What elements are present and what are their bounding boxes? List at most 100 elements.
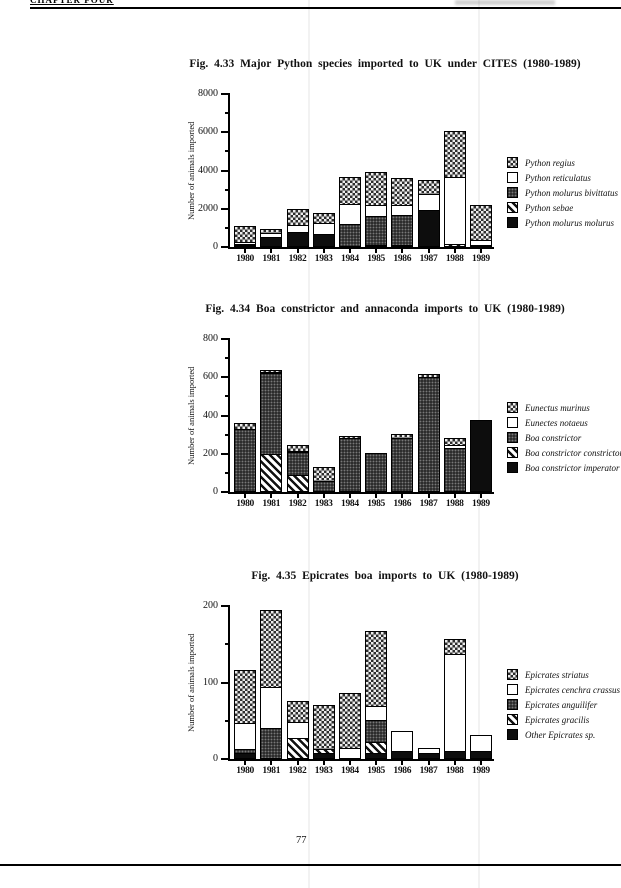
x-axis-ticks	[230, 249, 494, 255]
x-tick-slot	[232, 494, 258, 500]
bar-segment	[338, 224, 361, 247]
y-axis-major-tick	[221, 681, 230, 684]
y-axis-minor-tick	[225, 433, 230, 436]
x-axis-tick-label: 1987	[419, 254, 438, 264]
x-axis-tick-label: 1982	[288, 254, 307, 264]
x-tick-slot	[468, 761, 494, 767]
x-axis-tick-label: 1980	[236, 254, 254, 264]
bar-1981	[260, 228, 283, 247]
bar-1986	[391, 730, 414, 759]
legend-swatch-black	[507, 729, 518, 740]
x-axis-tick	[479, 761, 482, 765]
bar-segment	[417, 180, 440, 195]
legend-label: Epicrates cenchra crassus	[525, 684, 620, 695]
x-axis-tick	[401, 249, 404, 253]
legend-label: Python molurus bivittatus	[525, 187, 618, 198]
bar-segment	[338, 693, 361, 749]
legend-item: Eunectus murinus	[507, 400, 621, 415]
x-axis-tick-label: 1986	[393, 499, 412, 509]
y-axis-major-tick	[221, 605, 230, 607]
legend-swatch-checker	[507, 157, 518, 168]
x-axis-tick-label: 1988	[445, 766, 464, 776]
bar-segment	[260, 237, 283, 247]
x-axis-tick	[322, 494, 325, 498]
x-axis-tick-label: 1988	[445, 254, 464, 264]
bar-1983	[312, 212, 335, 247]
figure-4-35: Fig. 4.35 Epicrates boa imports to UK (1…	[0, 570, 621, 810]
bar-segment	[391, 437, 414, 492]
bar-segment	[469, 205, 492, 242]
bar-segment	[234, 722, 257, 750]
legend-label: Epicrates anguilifer	[525, 699, 598, 710]
x-tick-slot	[363, 249, 389, 255]
x-tick-slot	[442, 249, 468, 255]
bar-segment	[469, 244, 492, 247]
legend-item: Python regius	[507, 155, 618, 170]
footer-rule	[0, 864, 621, 866]
bar-1980	[234, 670, 257, 759]
x-axis-labels: 1980 1981 1982 1983 1984 1985 1986 1987 1988 1989	[230, 766, 494, 776]
bar-segment	[365, 706, 388, 722]
x-axis-tick	[375, 494, 378, 498]
bar-slot	[363, 94, 389, 247]
x-tick-slot	[415, 249, 441, 255]
figure-title: Fig. 4.33 Major Python species imported …	[189, 58, 581, 70]
bar-slot	[468, 94, 494, 247]
bar-slot	[284, 339, 310, 492]
bar-slot	[232, 606, 258, 759]
bars-area	[230, 606, 494, 759]
bar-slot	[284, 606, 310, 759]
bar-segment	[443, 638, 466, 656]
bar-segment	[338, 177, 361, 206]
bar-1986	[391, 177, 414, 247]
y-axis-minor-tick	[225, 643, 230, 646]
plot-area: Number of animals imported 1980 1981 1982 1…	[186, 89, 494, 264]
legend-swatch-white	[507, 417, 518, 428]
bars-area	[230, 94, 494, 247]
legend-item: Epicrates gracilis	[507, 712, 620, 727]
bar-segment	[338, 204, 361, 226]
bar-segment	[365, 216, 388, 246]
bar-slot	[311, 606, 337, 759]
bar-1981	[260, 610, 283, 759]
bar-slot	[442, 339, 468, 492]
bar-1987	[417, 374, 440, 492]
x-axis-tick	[479, 249, 482, 253]
bar-slot	[337, 94, 363, 247]
x-tick-slot	[258, 494, 284, 500]
legend-label: Python reticulatus	[525, 172, 591, 183]
x-axis-tick-label: 1982	[288, 766, 307, 776]
x-axis-ticks	[230, 494, 494, 500]
bar-segment	[260, 728, 283, 759]
x-axis-tick	[244, 494, 247, 498]
y-axis-minor-tick	[225, 719, 230, 722]
legend: Eunectus murinus Eunectes notaeus Boa cons…	[507, 400, 621, 475]
legend-swatch-black	[507, 462, 518, 473]
header-rule	[30, 7, 621, 9]
legend-swatch-checker	[507, 669, 518, 680]
y-axis-tick-label: 0	[213, 241, 218, 252]
bar-slot	[468, 339, 494, 492]
x-tick-slot	[415, 761, 441, 767]
bar-segment	[312, 705, 335, 751]
bar-slot	[258, 606, 284, 759]
y-axis-major-tick	[221, 452, 230, 455]
bar-1985	[365, 452, 388, 492]
x-tick-slot	[363, 494, 389, 500]
bar-segment	[338, 437, 361, 492]
x-axis-tick-label: 1983	[314, 254, 333, 264]
bar-slot	[415, 339, 441, 492]
x-axis-tick	[270, 761, 273, 765]
legend-item: Python sebae	[507, 200, 618, 215]
bar-segment	[443, 751, 466, 759]
y-axis-minor-tick	[225, 357, 230, 360]
bar-slot	[284, 94, 310, 247]
x-axis-tick	[375, 249, 378, 253]
y-axis-minor-tick	[225, 226, 230, 229]
running-header: CHAPTER FOUR	[30, 0, 114, 5]
bar-segment	[234, 245, 257, 247]
x-axis-tick	[427, 494, 430, 498]
bar-segment	[443, 448, 466, 492]
x-axis-tick-label: 1980	[236, 766, 254, 776]
y-axis-major-tick	[221, 758, 230, 760]
